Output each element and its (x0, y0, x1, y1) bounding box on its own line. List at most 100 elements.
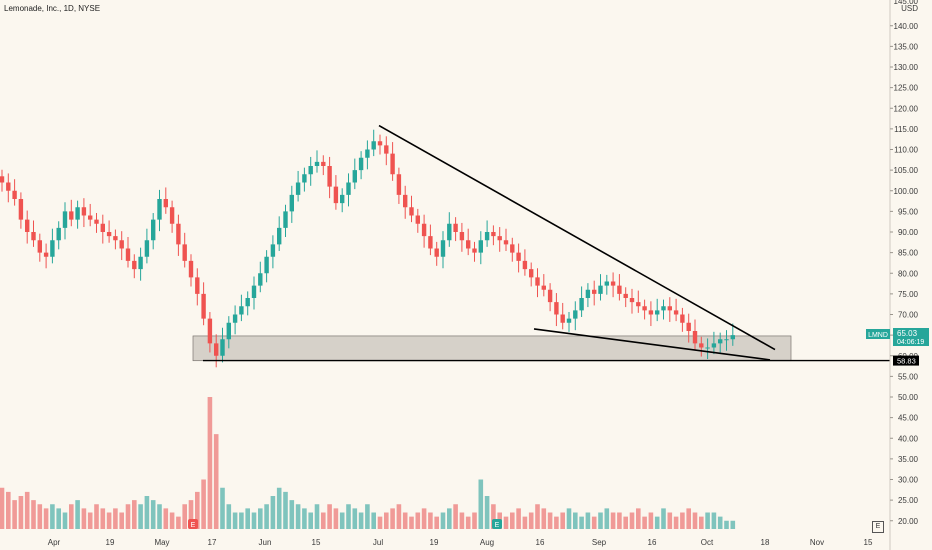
volume-bar (661, 508, 666, 529)
candle-body (396, 174, 402, 195)
volume-bar (636, 508, 641, 529)
volume-bar (667, 512, 673, 529)
candle-body (642, 306, 647, 311)
candle-body (510, 244, 515, 253)
volume-bar (132, 500, 137, 529)
candle-body (604, 281, 609, 286)
volume-bar (245, 508, 250, 529)
volume-bar (56, 508, 61, 529)
volume-bar (724, 520, 729, 529)
volume-bar (18, 496, 24, 529)
volume-bar (516, 508, 521, 529)
candle-body (484, 232, 490, 241)
candle-body (81, 207, 87, 216)
candle-body (258, 273, 263, 286)
volume-bar (591, 516, 597, 529)
candle-body (43, 252, 49, 257)
candle-body (459, 232, 465, 241)
volume-bar (87, 512, 93, 529)
price-tick-label: 130.00 (894, 63, 919, 72)
candle-body (6, 182, 11, 191)
candle-body (163, 199, 168, 208)
volume-bar (478, 479, 484, 529)
volume-bar (717, 516, 723, 529)
volume-bar (434, 516, 439, 529)
volume-bar (629, 512, 635, 529)
candle-body (333, 186, 339, 204)
volume-bar (157, 504, 162, 529)
volume-bar (377, 516, 383, 529)
time-axis[interactable]: Apr 19 May 17 Jun 15 Jul 19 Aug 16 Sep 16 Oct 18 Nov 15 (48, 538, 873, 547)
volume-bar (390, 508, 395, 529)
price-tick-label: 125.00 (894, 84, 919, 93)
time-tick-label: 17 (208, 538, 217, 547)
time-tick-label: Jul (373, 538, 383, 547)
candle-body (579, 298, 584, 311)
candle-body (277, 227, 282, 245)
candle-body (226, 322, 231, 340)
candle-body (302, 174, 307, 183)
price-tick-label: 95.00 (898, 207, 919, 216)
volume-bar (113, 508, 118, 529)
earnings-marker-label: E (495, 522, 500, 529)
time-tick-label: Jun (259, 538, 272, 547)
candle-body (428, 236, 433, 249)
candle-body (522, 260, 528, 270)
candle-body (478, 240, 483, 253)
candle-body (25, 219, 30, 232)
scale-mode-button[interactable]: E (872, 521, 884, 533)
volume-bar (94, 504, 99, 529)
candle-body (440, 240, 446, 257)
candle-body (176, 223, 181, 245)
candle-body (516, 252, 521, 261)
candle-body (340, 194, 345, 204)
volume-bar (459, 512, 465, 529)
candle-body (56, 227, 61, 241)
candle-body (390, 153, 395, 175)
candle-body (692, 331, 698, 344)
volume-bar (232, 512, 238, 529)
volume-bar (226, 504, 232, 529)
time-tick-label: Apr (48, 538, 61, 547)
symbol-title[interactable]: Lemonade, Inc., 1D, NYSE (4, 4, 101, 13)
candle-body (730, 335, 735, 340)
candle-body (529, 269, 534, 278)
volume-bar (680, 512, 685, 529)
volume-bar (289, 500, 295, 529)
price-tick-label: 145.00 (894, 0, 919, 6)
candle-body (138, 256, 143, 270)
candle-body (31, 232, 36, 241)
candle-body (447, 223, 452, 241)
candle-body (667, 306, 672, 311)
last-price-tag (893, 328, 929, 347)
time-tick-label: 16 (536, 538, 545, 547)
candle-body (270, 244, 276, 257)
volume-bar (617, 512, 622, 529)
volume-bar (62, 512, 68, 529)
price-tick-label: 80.00 (898, 269, 919, 278)
volume-bar (239, 512, 244, 529)
candle-body (69, 211, 74, 220)
candle-body (623, 293, 628, 298)
candle-body (214, 343, 219, 356)
volume-bar (623, 516, 628, 529)
volume-bar (535, 504, 540, 529)
volume-bar (6, 491, 11, 529)
volume-bar (251, 512, 257, 529)
candle-body (157, 199, 162, 220)
candle-body (648, 310, 654, 315)
candle-body (453, 223, 458, 232)
volume-bar (276, 487, 282, 529)
candle-body (541, 285, 546, 290)
candle-body (592, 289, 597, 294)
candle-body (554, 302, 559, 315)
volume-bar (163, 508, 169, 529)
volume-bar (654, 516, 660, 529)
candle-body (384, 145, 389, 154)
volume-bar (43, 508, 49, 529)
bar-countdown: 04:06:19 (897, 339, 924, 346)
time-tick-label: 15 (312, 538, 321, 547)
